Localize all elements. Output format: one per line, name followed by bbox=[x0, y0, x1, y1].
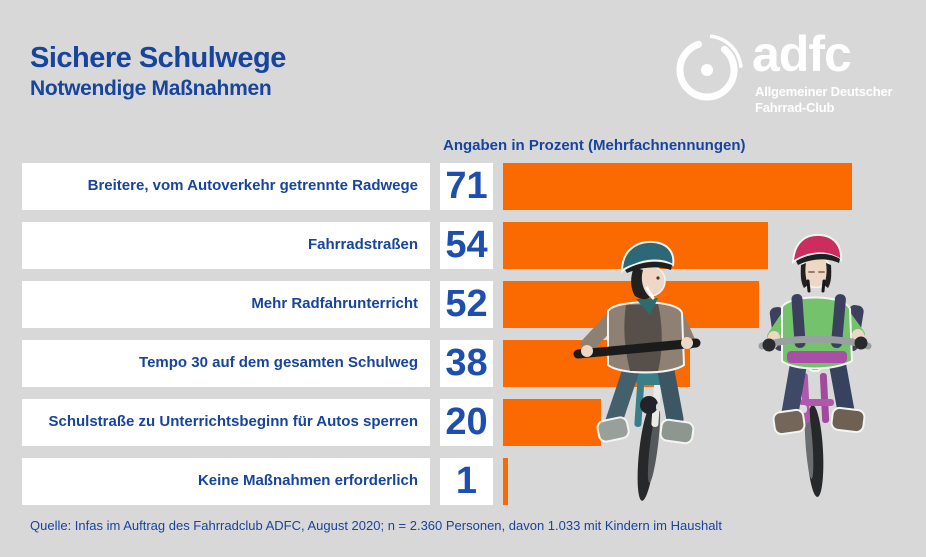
category-label-box: Breitere, vom Autoverkehr getrennte Radw… bbox=[22, 163, 430, 210]
right-child-cyclist bbox=[758, 233, 872, 497]
bar bbox=[503, 458, 508, 505]
category-label: Tempo 30 auf dem gesamten Schulweg bbox=[139, 354, 418, 372]
chart-row: Schulstraße zu Unterrichtsbeginn für Aut… bbox=[0, 399, 926, 446]
value-badge: 20 bbox=[440, 399, 493, 446]
chart-row: Keine Maßnahmen erforderlich 1 bbox=[0, 458, 926, 505]
category-label: Keine Maßnahmen erforderlich bbox=[197, 472, 418, 490]
category-label-box: Keine Maßnahmen erforderlich bbox=[22, 458, 430, 505]
logo-tagline-line2: Fahrrad-Club bbox=[755, 100, 835, 115]
category-label: Fahrradstraßen bbox=[307, 236, 418, 254]
adfc-logo: adfc Allgemeiner Deutscher Fahrrad-Club bbox=[660, 22, 900, 122]
value-badge: 71 bbox=[440, 163, 493, 210]
value-badge: 52 bbox=[440, 281, 493, 328]
bicycle-wheel-icon bbox=[671, 34, 743, 106]
chart-row: Breitere, vom Autoverkehr getrennte Radw… bbox=[0, 163, 926, 210]
chart-row: Mehr Radfahrunterricht 52 bbox=[0, 281, 926, 328]
logo-brand-text: adfc bbox=[752, 26, 852, 82]
category-label: Schulstraße zu Unterrichtsbeginn für Aut… bbox=[48, 413, 419, 431]
category-label: Mehr Radfahrunterricht bbox=[251, 295, 418, 313]
logo-tagline-line1: Allgemeiner Deutscher bbox=[755, 84, 893, 99]
value-badge: 54 bbox=[440, 222, 493, 269]
bar bbox=[503, 399, 601, 446]
value-badge: 1 bbox=[440, 458, 493, 505]
category-label-box: Schulstraße zu Unterrichtsbeginn für Aut… bbox=[22, 399, 430, 446]
children-cyclists-illustration bbox=[573, 233, 872, 501]
bar bbox=[503, 163, 852, 210]
value-badge: 38 bbox=[440, 340, 493, 387]
category-label-box: Tempo 30 auf dem gesamten Schulweg bbox=[22, 340, 430, 387]
value-axis-label: Angaben in Prozent (Mehrfachnennungen) bbox=[443, 137, 746, 154]
page-title: Sichere Schulwege bbox=[30, 42, 286, 74]
category-label: Breitere, vom Autoverkehr getrennte Radw… bbox=[87, 177, 418, 195]
source-note: Quelle: Infas im Auftrag des Fahrradclub… bbox=[30, 518, 722, 533]
left-child-cyclist bbox=[573, 240, 701, 501]
category-label-box: Fahrradstraßen bbox=[22, 222, 430, 269]
page-subtitle: Notwendige Maßnahmen bbox=[30, 77, 272, 100]
category-label-box: Mehr Radfahrunterricht bbox=[22, 281, 430, 328]
